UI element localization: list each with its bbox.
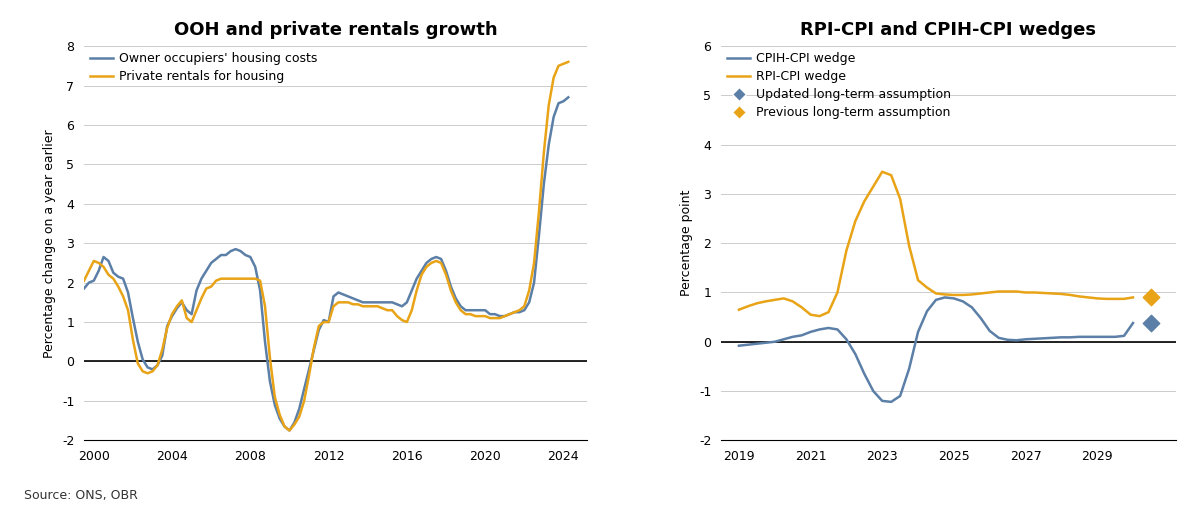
Point (1141, 319, 1160, 327)
Y-axis label: Percentage point: Percentage point (680, 190, 694, 296)
Text: Source: ONS, OBR: Source: ONS, OBR (24, 489, 138, 502)
Legend: CPIH-CPI wedge, RPI-CPI wedge, Updated long-term assumption, Previous long-term : CPIH-CPI wedge, RPI-CPI wedge, Updated l… (727, 52, 952, 119)
Y-axis label: Percentage change on a year earlier: Percentage change on a year earlier (43, 129, 56, 357)
Title: OOH and private rentals growth: OOH and private rentals growth (174, 21, 497, 39)
Title: RPI-CPI and CPIH-CPI wedges: RPI-CPI and CPIH-CPI wedges (800, 21, 1097, 39)
Point (1141, 293, 1160, 302)
Legend: Owner occupiers' housing costs, Private rentals for housing: Owner occupiers' housing costs, Private … (90, 52, 317, 83)
